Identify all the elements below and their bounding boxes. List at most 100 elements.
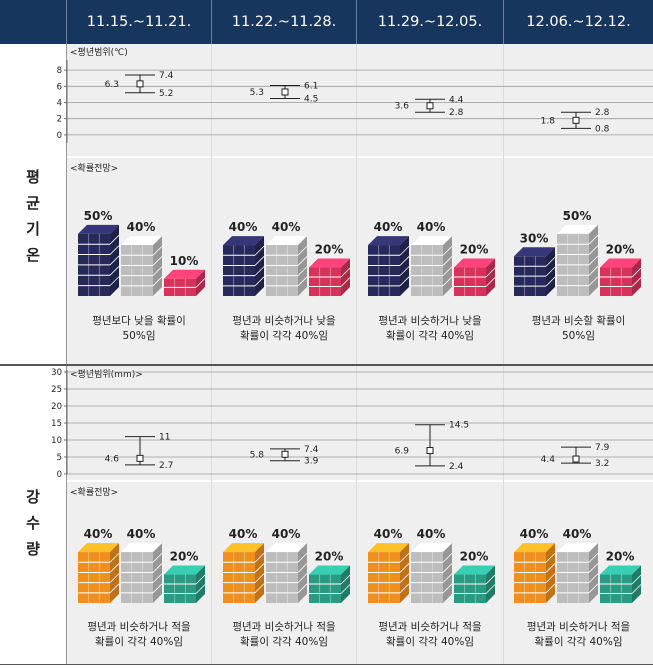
stack-layer-line (340, 277, 351, 287)
stack-layer-line (545, 563, 556, 573)
period-2: 11.22.~11.28. (231, 14, 337, 30)
stack-layer-line (545, 552, 556, 563)
y-tick-label: 25 (51, 385, 62, 395)
stack-layer-line (254, 583, 265, 594)
stack-layer-line (109, 573, 120, 583)
stack-top-face (266, 543, 307, 553)
precipitation-normal-stack (411, 543, 453, 603)
stack-layer-line (152, 266, 163, 276)
stack-layer-line (442, 552, 453, 563)
stack-top-face (600, 258, 641, 268)
stack-front-face (454, 574, 486, 603)
section-char: 기 (26, 220, 40, 238)
stack-layer-line (297, 256, 308, 266)
y-tick-label: 10 (51, 436, 62, 446)
left-divider (66, 44, 67, 364)
precipitation-normal-percent: 40% (127, 527, 156, 541)
stack-front-face (309, 574, 341, 603)
stack-layer-line (399, 563, 410, 573)
stack-layer-line (442, 256, 453, 266)
temperature-above-percent: 20% (606, 243, 635, 257)
stack-top-face (411, 236, 452, 246)
stack-side-face (632, 565, 641, 603)
precipitation-normal-stack (121, 543, 163, 603)
temperature-above-stack (164, 269, 206, 296)
precipitation-high-label: 7.4 (304, 445, 319, 455)
stack-layer-line (442, 245, 453, 256)
stack-layer-line (297, 266, 308, 276)
precipitation-below-stack (514, 543, 556, 603)
temperature-below-percent: 40% (229, 220, 258, 234)
precipitation-caption-4: 평년과 비슷하거나 적을 확률이 각각 40%임 (526, 621, 631, 648)
temperature-below-stack (78, 224, 120, 296)
stack-layer-line (152, 583, 163, 594)
temperature-caption-2: 평년과 비슷하거나 낮을 확률이 각각 40%임 (232, 315, 336, 342)
stack-layer-line (442, 266, 453, 276)
temperature-mid-marker (281, 88, 289, 96)
section-char: 균 (26, 194, 40, 212)
precipitation-below-percent: 40% (520, 527, 549, 541)
stack-side-face (443, 543, 452, 603)
stack-front-face (454, 267, 486, 296)
temperature-low-label: 4.5 (304, 94, 318, 104)
precipitation-mid-label: 6.9 (395, 447, 410, 457)
stack-front-face (309, 267, 341, 296)
stack-layer-line (109, 265, 120, 276)
bottom-rule (0, 664, 653, 665)
stack-layer-line (195, 574, 206, 585)
section-char: 평 (26, 168, 40, 186)
stack-side-face (486, 565, 495, 603)
stack-layer-line (485, 584, 496, 594)
temperature-low-label: 0.8 (595, 124, 610, 134)
stack-layer-line (109, 552, 120, 563)
temperature-caption-1: 평년보다 낮을 확률이 50%임 (92, 315, 186, 342)
stack-layer-line (545, 256, 556, 267)
precipitation-low-label: 2.7 (159, 461, 173, 471)
stack-layer-line (254, 563, 265, 573)
precipitation-above-stack (600, 565, 642, 603)
stack-layer-line (109, 255, 120, 266)
stack-top-face (121, 543, 162, 553)
stack-layer-line (340, 574, 351, 585)
stack-layer-line (109, 563, 120, 573)
stack-layer-line (399, 583, 410, 594)
temperature-probability-panel (67, 158, 653, 364)
stack-side-face (486, 258, 495, 296)
column-divider (211, 366, 212, 664)
header-divider (211, 0, 212, 44)
precipitation-above-stack (454, 565, 496, 603)
stack-layer-line (109, 245, 120, 255)
stack-layer-line (297, 552, 308, 563)
stack-front-face (223, 552, 255, 603)
stack-layer-line (588, 245, 599, 255)
stack-layer-line (588, 255, 599, 266)
temperature-below-percent: 30% (520, 231, 549, 245)
temperature-normal-percent: 40% (417, 220, 446, 234)
period-header: 11.15.~11.21. 11.22.~11.28. 11.29.~12.05… (0, 0, 653, 44)
stack-layer-line (588, 265, 599, 276)
precipitation-high-label: 14.5 (449, 421, 469, 431)
stack-layer-line (588, 234, 599, 245)
stack-side-face (153, 236, 162, 296)
precipitation-mid-marker (281, 450, 289, 458)
temperature-high-label: 2.8 (595, 108, 610, 118)
temperature-below-percent: 50% (84, 209, 113, 223)
temperature-normal-stack (557, 224, 599, 296)
temperature-normal-percent: 40% (272, 220, 301, 234)
stack-top-face (514, 543, 555, 553)
temperature-normal-stack (411, 236, 453, 296)
stack-top-face (309, 258, 350, 268)
temperature-mid-label: 1.8 (541, 116, 556, 126)
stack-layer-line (588, 573, 599, 583)
section-char: 량 (26, 540, 40, 558)
stack-top-face (600, 565, 641, 575)
stack-layer-line (442, 583, 453, 594)
stack-front-face (411, 245, 443, 296)
stack-layer-line (254, 573, 265, 583)
precipitation-below-stack (368, 543, 410, 603)
period-4: 12.06.~12.12. (526, 14, 631, 30)
stack-layer-line (254, 245, 265, 256)
stack-layer-line (545, 583, 556, 594)
stack-top-face (368, 543, 409, 553)
stack-layer-line (297, 276, 308, 287)
